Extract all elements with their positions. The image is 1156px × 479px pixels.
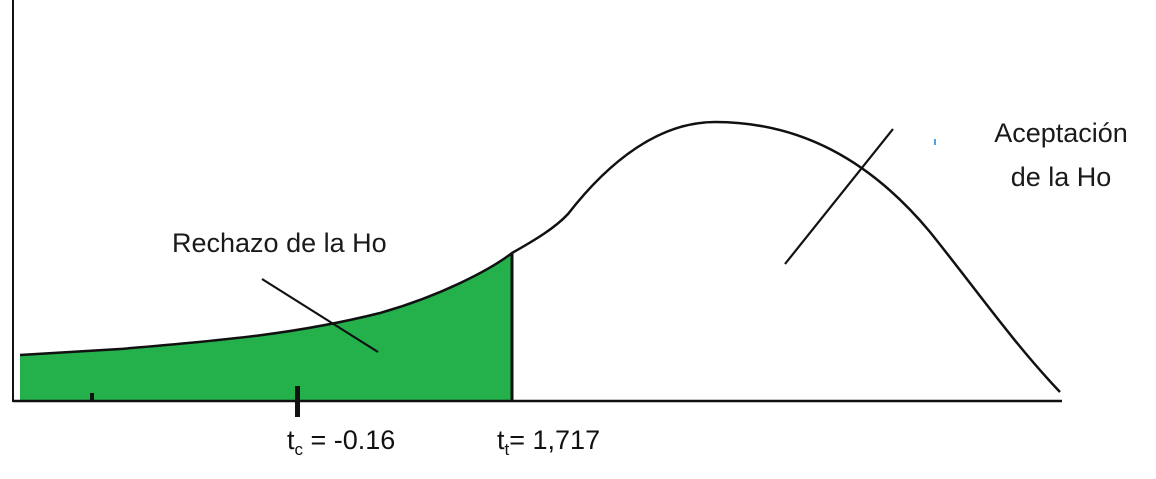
rejection-label: Rechazo de la Ho xyxy=(172,228,387,258)
rejection-region xyxy=(20,253,512,401)
rejection-pointer-line xyxy=(261,278,379,353)
tc-subscript: c xyxy=(294,440,304,459)
tt-label: tt= 1,717 xyxy=(497,425,600,460)
tt-symbol: t xyxy=(497,425,505,455)
tick-mark-small xyxy=(90,393,94,402)
distribution-curve xyxy=(19,120,1061,393)
tc-value: = -0.16 xyxy=(303,425,396,455)
tt-subscript: t xyxy=(504,440,510,459)
tc-tick-mark xyxy=(295,386,300,417)
tt-value: = 1,717 xyxy=(509,425,601,455)
acceptance-pointer-line xyxy=(784,128,894,265)
tc-symbol: t xyxy=(287,425,295,455)
acceptance-label-line1: Aceptación xyxy=(994,118,1128,148)
acceptance-label: Aceptación de la Ho xyxy=(980,115,1142,197)
acceptance-label-line2: de la Ho xyxy=(1010,161,1112,192)
tc-label: tc = -0.16 xyxy=(287,425,395,460)
